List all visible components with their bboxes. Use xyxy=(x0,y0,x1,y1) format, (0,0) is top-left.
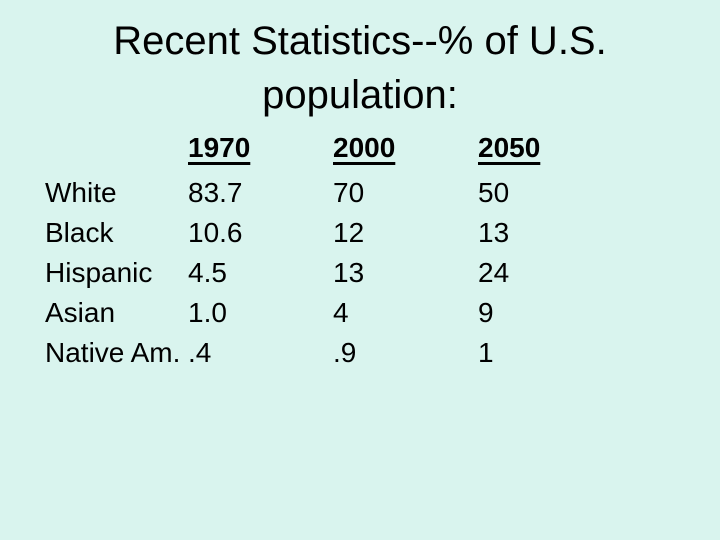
cell-2050: 1 xyxy=(478,337,494,368)
cell-1970: .4 xyxy=(188,337,212,368)
table-body: White 83.7 70 50 Black 10.6 12 13 Hispan… xyxy=(0,173,720,373)
cell-2000: 4 xyxy=(333,297,349,328)
cell-2050: 24 xyxy=(478,257,510,288)
cell-2000: 12 xyxy=(333,217,365,248)
cell-1970: 1.0 xyxy=(188,297,227,328)
table-row: Black 10.6 12 13 xyxy=(0,213,720,253)
cell-2050: 13 xyxy=(478,217,510,248)
slide-title-line2: population: xyxy=(262,73,458,117)
row-label: Black xyxy=(45,217,114,248)
slide-title: Recent Statistics--% of U.S. population: xyxy=(0,14,720,122)
cell-2000: .9 xyxy=(333,337,357,368)
cell-2050: 50 xyxy=(478,177,510,208)
cell-2000: 70 xyxy=(333,177,365,208)
cell-1970: 4.5 xyxy=(188,257,227,288)
cell-2000: 13 xyxy=(333,257,365,288)
cell-2050: 9 xyxy=(478,297,494,328)
table-header-row: 1970 2000 2050 xyxy=(0,128,720,168)
column-header-1970: 1970 xyxy=(188,132,251,163)
column-header-2000: 2000 xyxy=(333,132,396,163)
row-label: White xyxy=(45,177,117,208)
column-header-2050: 2050 xyxy=(478,132,541,163)
table-row: Hispanic 4.5 13 24 xyxy=(0,253,720,293)
row-label: Asian xyxy=(45,297,116,328)
cell-1970: 10.6 xyxy=(188,217,243,248)
slide-title-line1: Recent Statistics--% of U.S. xyxy=(113,19,607,63)
row-label: Native Am. xyxy=(45,337,181,368)
table-row: White 83.7 70 50 xyxy=(0,173,720,213)
row-label: Hispanic xyxy=(45,257,153,288)
cell-1970: 83.7 xyxy=(188,177,243,208)
table-row: Asian 1.0 4 9 xyxy=(0,293,720,333)
table-row: Native Am. .4 .9 1 xyxy=(0,333,720,373)
